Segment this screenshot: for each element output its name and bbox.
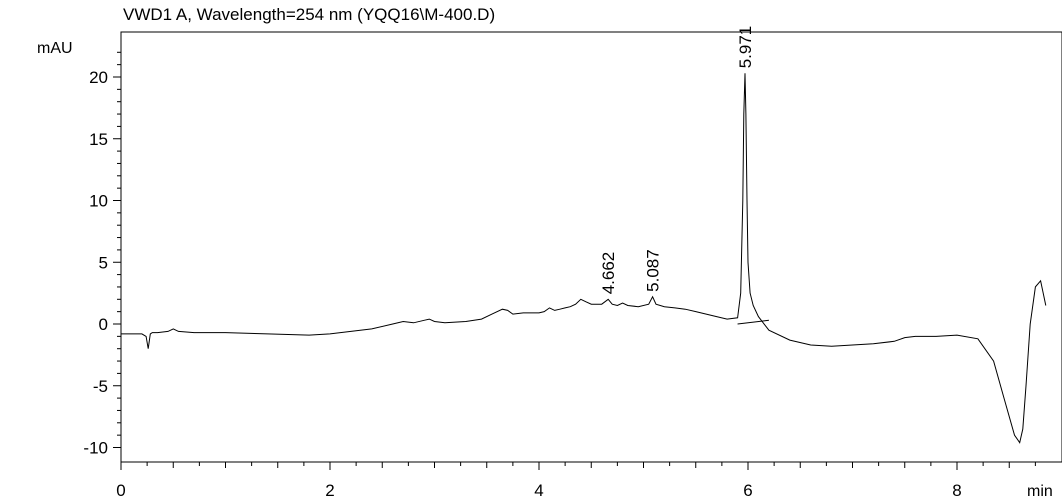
signal-trace bbox=[121, 73, 1047, 444]
x-tick-label: 8 bbox=[952, 481, 961, 500]
peak-label: 4.662 bbox=[599, 252, 618, 295]
x-axis-ticks: 0 2 4 6 8 bbox=[116, 462, 1036, 500]
peak-baseline bbox=[737, 319, 769, 325]
y-tick-label: 0 bbox=[99, 315, 108, 334]
y-tick-label: 15 bbox=[89, 130, 108, 149]
x-tick-label: 6 bbox=[743, 481, 752, 500]
chart-title: VWD1 A, Wavelength=254 nm (YQQ16\M-400.D… bbox=[123, 5, 495, 24]
peak-label: 5.971 bbox=[736, 26, 755, 69]
y-axis-label: mAU bbox=[37, 40, 73, 57]
x-tick-label: 0 bbox=[116, 481, 125, 500]
x-tick-label: 4 bbox=[534, 481, 543, 500]
peak-label: 5.087 bbox=[644, 249, 663, 292]
y-tick-label: 5 bbox=[99, 253, 108, 272]
y-axis-ticks: -10 -5 0 5 10 15 20 bbox=[83, 51, 121, 458]
plot-frame bbox=[120, 31, 1062, 463]
x-axis-label: min bbox=[1027, 483, 1053, 500]
y-tick-label: -10 bbox=[83, 439, 108, 458]
peak-baselines bbox=[737, 319, 769, 325]
y-tick-label: 20 bbox=[89, 68, 108, 87]
y-tick-label: 10 bbox=[89, 192, 108, 211]
x-tick-label: 2 bbox=[325, 481, 334, 500]
peak-labels: 4.662 5.087 5.971 bbox=[599, 26, 755, 295]
y-tick-label: -5 bbox=[93, 377, 108, 396]
